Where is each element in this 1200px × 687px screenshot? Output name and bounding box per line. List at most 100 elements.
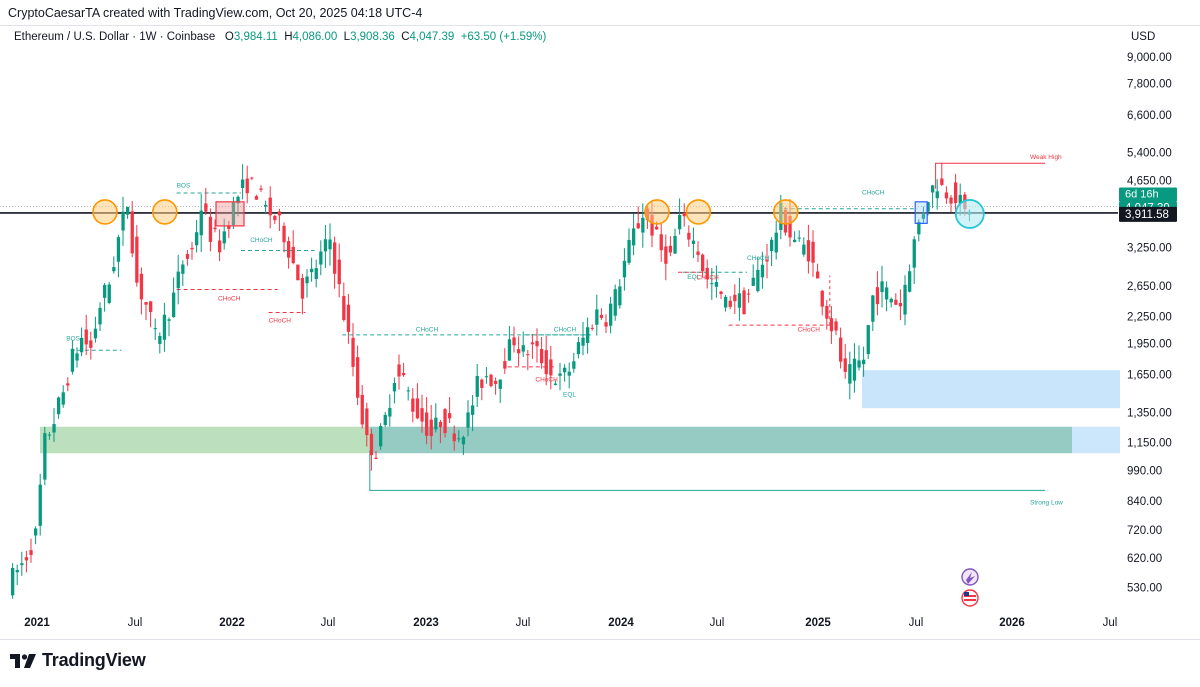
candle-117 <box>549 359 553 376</box>
candle-75 <box>356 357 360 398</box>
candle-205 <box>954 182 958 203</box>
countdown-tag: 6d 16h <box>1125 189 1159 201</box>
us-flag-stripe-2 <box>964 599 976 601</box>
y-tick-label-13: 840.00 <box>1127 496 1162 508</box>
top-divider <box>0 25 1200 26</box>
candle-169 <box>788 216 792 238</box>
candle-25 <box>126 206 130 215</box>
resistance-touch-circle-3 <box>685 199 712 225</box>
candle-15 <box>80 337 84 353</box>
bullish-order-block <box>914 201 928 224</box>
y-tick-label-12: 990.00 <box>1127 465 1162 477</box>
candle-127 <box>595 309 599 325</box>
candle-85 <box>402 373 406 376</box>
candle-59 <box>282 225 286 243</box>
strong-low-line <box>369 450 1045 491</box>
candle-36 <box>176 271 180 289</box>
candle-111 <box>521 345 525 352</box>
candle-46 <box>222 231 226 244</box>
axes-layer: 9,000.00 7,800.00 6,600.00 5,400.00 4,650.00… <box>24 52 1177 629</box>
candle-29 <box>144 302 148 305</box>
annotation-label-14: Weak High <box>1030 154 1062 161</box>
candle-186 <box>866 325 870 355</box>
candle-90 <box>425 412 429 436</box>
candle-182 <box>848 364 852 384</box>
chart-credit: CryptoCaesarTA created with TradingView.… <box>8 6 423 20</box>
candle-148 <box>691 240 696 244</box>
candle-56 <box>268 197 272 216</box>
close-value: 4,047.39 <box>409 31 455 43</box>
candle-124 <box>581 337 585 346</box>
candle-173 <box>806 240 811 262</box>
candle-142 <box>664 246 668 264</box>
candle-97 <box>457 438 461 440</box>
candle-5 <box>34 528 38 536</box>
candle-28 <box>139 273 144 300</box>
candle-187 <box>871 295 875 322</box>
candle-113 <box>530 342 535 345</box>
y-tick-label-6: 2,650.00 <box>1127 281 1172 293</box>
candle-34 <box>167 319 171 321</box>
candle-200 <box>931 185 935 193</box>
candle-53 <box>254 196 259 200</box>
candle-159 <box>742 290 746 315</box>
candle-112 <box>526 354 530 356</box>
annotation-label-9: EQL <box>687 274 700 281</box>
y-tick-label-8: 1,950.00 <box>1127 338 1172 350</box>
annotation-label-10: CHoCH <box>696 275 719 282</box>
candle-47 <box>227 225 231 230</box>
candle-188 <box>875 287 880 305</box>
candle-129 <box>604 322 608 327</box>
candle-178 <box>829 318 834 332</box>
candle-198 <box>921 214 926 219</box>
candle-45 <box>218 240 222 253</box>
candle-166 <box>774 232 778 253</box>
candle-135 <box>632 228 636 246</box>
currency-label[interactable]: USD <box>1131 31 1156 43</box>
candle-123 <box>576 342 581 355</box>
resistance-touch-circle-0 <box>92 199 118 225</box>
candle-171 <box>797 237 801 239</box>
candle-72 <box>342 296 346 320</box>
candle-65 <box>310 268 314 273</box>
y-tick-label-3: 5,400.00 <box>1127 148 1172 160</box>
x-tick-label-5: Jul <box>516 617 531 629</box>
candle-52 <box>250 177 254 179</box>
candle-152 <box>710 283 714 285</box>
y-tick-label-1: 7,800.00 <box>1127 79 1172 91</box>
candle-197 <box>917 222 921 235</box>
candle-37 <box>181 264 185 274</box>
candle-140 <box>655 226 659 230</box>
resistance-touch-circle-2 <box>644 199 670 225</box>
candle-84 <box>397 364 401 377</box>
candle-181 <box>843 358 847 372</box>
candle-93 <box>438 421 443 428</box>
resistance-touch-circle-4 <box>772 199 799 225</box>
x-tick-label-8: 2025 <box>805 617 831 629</box>
candle-33 <box>162 314 167 340</box>
candle-147 <box>687 232 691 240</box>
candle-8 <box>47 434 52 436</box>
candle-14 <box>75 353 79 361</box>
candle-17 <box>89 340 93 348</box>
tradingview-logo[interactable]: TradingView <box>10 650 146 671</box>
candle-146 <box>682 212 686 217</box>
y-tick-label-7: 2,250.00 <box>1127 312 1172 324</box>
green-demand-zone <box>40 426 370 454</box>
candle-149 <box>696 251 700 255</box>
marks-layer <box>92 199 985 229</box>
candle-195 <box>908 271 912 292</box>
candle-119 <box>558 373 562 376</box>
candle-77 <box>365 408 369 436</box>
us-flag-stripe-1 <box>964 595 976 597</box>
high-label: H <box>284 31 293 43</box>
candle-108 <box>507 339 512 361</box>
countdown-tag-box <box>1119 187 1177 202</box>
candle-63 <box>300 278 305 299</box>
candle-145 <box>678 214 682 230</box>
x-tick-label-7: Jul <box>710 617 725 629</box>
symbol-legend[interactable]: Ethereum / U.S. Dollar · 1W · Coinbase O… <box>14 31 546 43</box>
symbol-title[interactable]: Ethereum / U.S. Dollar · 1W · Coinbase <box>14 31 216 43</box>
